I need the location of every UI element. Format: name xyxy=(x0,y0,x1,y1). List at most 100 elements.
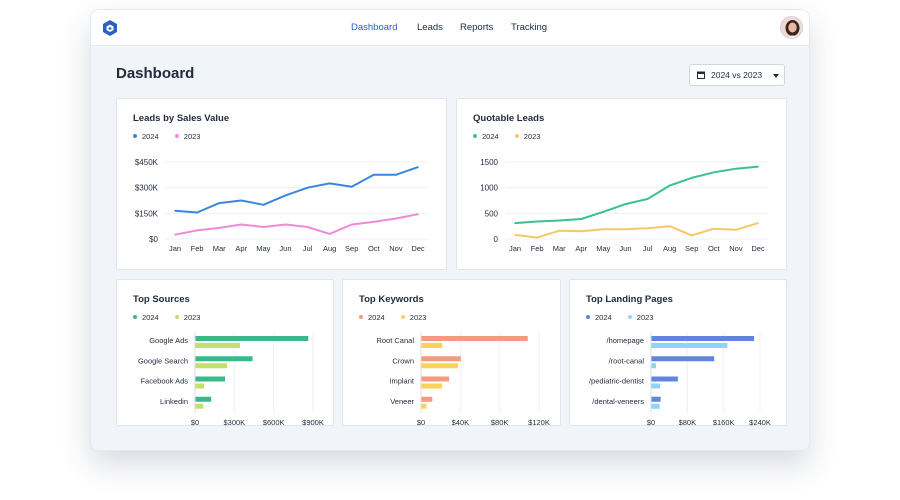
data-point xyxy=(350,223,353,226)
x-tick-label: $80K xyxy=(491,418,509,427)
bar-2024 xyxy=(195,336,309,341)
legend-dot xyxy=(133,134,137,138)
x-tick-label: $300K xyxy=(223,418,245,427)
bar-2024 xyxy=(651,376,678,382)
data-point xyxy=(713,171,715,174)
data-point xyxy=(735,228,737,231)
legend-label: 2023 xyxy=(523,132,541,141)
x-tick-label: $160K xyxy=(713,418,735,427)
data-point xyxy=(218,227,220,229)
legend-label: 2024 xyxy=(368,313,385,322)
bar-2024 xyxy=(421,376,450,382)
chart-title: Top Sources xyxy=(133,294,190,305)
x-tick-label: $0 xyxy=(417,418,425,427)
bar-2024 xyxy=(195,376,225,382)
legend-dot xyxy=(174,315,179,319)
x-tick-label: Mar xyxy=(553,244,566,253)
x-tick-label: Sep xyxy=(345,244,358,253)
x-tick-label: Feb xyxy=(531,244,544,253)
nav-dashboard[interactable]: Dashboard xyxy=(351,22,398,33)
series-line-2024 xyxy=(514,165,759,225)
category-label: /dental-veneers xyxy=(592,397,644,406)
x-tick-label: $120K xyxy=(528,418,550,427)
x-tick-label: Nov xyxy=(389,244,403,253)
nav-tracking[interactable]: Tracking xyxy=(511,22,548,33)
x-tick-label: $0 xyxy=(647,418,655,427)
bar-2023 xyxy=(195,403,204,409)
x-tick-label: Oct xyxy=(368,244,381,253)
data-point xyxy=(580,218,583,220)
series-line-2023 xyxy=(514,222,759,239)
data-point xyxy=(373,221,375,223)
x-tick-label: Oct xyxy=(708,244,721,253)
nav-leads[interactable]: Leads xyxy=(417,22,443,33)
x-tick-label: Feb xyxy=(191,244,204,253)
bar-2023 xyxy=(421,403,427,409)
legend-label: 2023 xyxy=(636,313,654,322)
page-title: Dashboard xyxy=(116,65,195,82)
legend-item: 2024 xyxy=(586,313,612,322)
data-point xyxy=(668,225,671,227)
series-line-2024 xyxy=(174,166,419,214)
data-point xyxy=(514,222,516,224)
x-tick-label: Apr xyxy=(575,244,587,253)
category-label: Google Search xyxy=(138,356,188,365)
chart-legend: 2024 2023 xyxy=(473,132,554,141)
legend-label: 2024 xyxy=(142,132,159,141)
data-point xyxy=(558,219,560,222)
legend-label: 2023 xyxy=(409,313,427,322)
x-tick-label: May xyxy=(596,244,610,253)
x-tick-label: Jan xyxy=(509,244,521,253)
landing-pages-bar-chart: $0 $80K $160K $240K/homepage/root-canal/ped… xyxy=(589,332,771,427)
category-label: Implant xyxy=(389,377,415,386)
bar-2023 xyxy=(651,383,661,389)
y-tick-label: $450K xyxy=(135,158,159,167)
data-point xyxy=(284,194,287,197)
category-label: Google Ads xyxy=(149,336,188,345)
legend-dot xyxy=(473,134,477,138)
data-point xyxy=(713,227,715,230)
x-tick-label: Jul xyxy=(303,244,313,253)
date-range-value: 2024 vs 2023 xyxy=(711,70,763,80)
data-point xyxy=(262,226,265,228)
data-point xyxy=(262,203,265,206)
data-point xyxy=(602,210,605,213)
y-tick-label: $300K xyxy=(135,184,159,193)
app-window: Dashboard Leads Reports Tracking Dashboa… xyxy=(90,9,810,451)
x-tick-label: $240K xyxy=(749,418,771,427)
card-top-sources: Top Sources 2024 2023 $0 $300K $600K $900K G… xyxy=(116,279,334,427)
top-navigation-bar: Dashboard Leads Reports Tracking xyxy=(91,10,809,46)
y-tick-label: $0 xyxy=(149,235,158,244)
data-point xyxy=(757,165,759,168)
category-label: /pediatric-dentist xyxy=(589,377,645,386)
y-tick-label: $150K xyxy=(135,209,159,218)
date-range-select[interactable]: 2024 vs 2023 xyxy=(689,64,785,86)
legend-dot xyxy=(359,315,363,319)
category-label: /homepage xyxy=(606,336,644,345)
legend-item: 2024 xyxy=(133,132,159,141)
chart-title: Leads by Sales Value xyxy=(133,113,230,124)
card-top-landing-pages: Top Landing Pages 2024 2023 $0 $80K $160K $… xyxy=(569,279,787,427)
data-point xyxy=(757,222,759,224)
x-tick-label: Aug xyxy=(323,244,336,253)
category-label: Linkedin xyxy=(160,397,188,406)
x-tick-label: Apr xyxy=(235,244,247,253)
data-point xyxy=(240,223,243,226)
x-tick-label: Jan xyxy=(169,244,181,253)
data-point xyxy=(646,227,649,230)
legend-label: 2024 xyxy=(142,313,159,322)
chart-legend: 2024 2023 xyxy=(133,313,214,322)
bar-2023 xyxy=(195,363,227,369)
x-tick-label: Mar xyxy=(213,244,226,253)
bar-2024 xyxy=(195,396,212,402)
hexagon-logo-icon[interactable] xyxy=(101,19,119,37)
bar-2023 xyxy=(195,343,241,348)
bar-2023 xyxy=(195,383,205,389)
nav-reports[interactable]: Reports xyxy=(460,22,494,33)
chart-title: Top Landing Pages xyxy=(586,294,673,305)
user-avatar[interactable] xyxy=(780,16,803,39)
data-point xyxy=(373,174,375,176)
data-point xyxy=(306,186,309,189)
data-point xyxy=(196,229,198,232)
data-point xyxy=(690,234,693,237)
